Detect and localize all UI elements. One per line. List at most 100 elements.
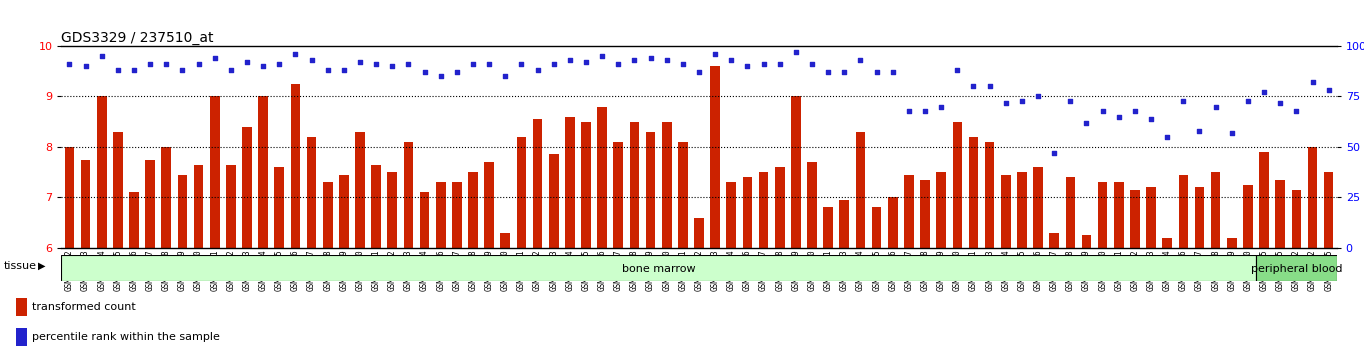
Bar [274, 167, 284, 248]
Bar [1098, 182, 1108, 248]
Bar [1049, 233, 1058, 248]
Point [269, 61, 291, 67]
Bar [1082, 235, 1091, 248]
Bar [1146, 187, 1155, 248]
Bar [226, 165, 236, 248]
Bar [936, 172, 947, 248]
Bar [581, 122, 591, 248]
Bar [517, 137, 527, 248]
Point [930, 104, 952, 109]
Bar [404, 142, 413, 248]
Bar [1033, 167, 1043, 248]
Bar [839, 200, 850, 248]
Bar [872, 207, 881, 248]
Point [1124, 108, 1146, 113]
Point [155, 61, 177, 67]
Bar [645, 132, 656, 248]
Point [1270, 100, 1292, 105]
Point [898, 108, 919, 113]
Point [994, 100, 1016, 105]
Point [543, 61, 565, 67]
Point [1076, 120, 1098, 126]
Point [656, 57, 678, 63]
Point [1221, 130, 1243, 136]
Point [1237, 98, 1259, 103]
Bar [307, 137, 316, 248]
Bar [727, 182, 737, 248]
Bar [451, 182, 462, 248]
Point [1060, 98, 1082, 103]
Bar [807, 162, 817, 248]
Bar [855, 132, 865, 248]
Bar [243, 127, 252, 248]
Point [640, 55, 662, 61]
Text: bone marrow: bone marrow [622, 264, 696, 274]
Bar [146, 160, 155, 248]
Bar [742, 177, 753, 248]
Bar [533, 119, 543, 248]
Bar [921, 180, 930, 248]
Point [316, 67, 338, 73]
Point [963, 84, 985, 89]
Bar [323, 182, 333, 248]
Bar [1114, 182, 1124, 248]
Point [75, 63, 97, 69]
Point [1173, 98, 1195, 103]
Point [1285, 108, 1307, 113]
Point [1301, 80, 1323, 85]
Point [1204, 104, 1226, 109]
Bar [1178, 175, 1188, 248]
Point [1043, 150, 1065, 156]
Bar [1292, 190, 1301, 248]
Text: peripheral blood: peripheral blood [1251, 264, 1342, 274]
Point [1157, 134, 1178, 140]
Bar [291, 84, 300, 248]
Point [366, 61, 387, 67]
Bar [968, 137, 978, 248]
Text: transformed count: transformed count [31, 302, 135, 312]
Bar [775, 167, 784, 248]
Point [494, 74, 516, 79]
Bar [614, 142, 623, 248]
Bar [161, 147, 170, 248]
Point [172, 67, 194, 73]
Bar [210, 97, 220, 248]
Point [1318, 87, 1339, 93]
Bar [16, 327, 26, 346]
Bar [1256, 255, 1337, 281]
Point [139, 61, 161, 67]
Point [914, 108, 936, 113]
Bar [177, 175, 187, 248]
Point [59, 61, 80, 67]
Bar [436, 182, 446, 248]
Bar [1228, 238, 1237, 248]
Point [737, 63, 758, 69]
Bar [952, 122, 962, 248]
Bar [501, 233, 510, 248]
Point [833, 69, 855, 75]
Bar [1065, 177, 1075, 248]
Point [720, 57, 742, 63]
Point [91, 53, 113, 59]
Point [672, 61, 694, 67]
Point [979, 84, 1001, 89]
Point [947, 67, 968, 73]
Point [300, 57, 322, 63]
Point [850, 57, 872, 63]
Point [866, 69, 888, 75]
Point [591, 53, 612, 59]
Point [883, 69, 904, 75]
Bar [1131, 190, 1140, 248]
Bar [484, 162, 494, 248]
Bar [420, 192, 430, 248]
Point [413, 69, 435, 75]
Bar [1001, 175, 1011, 248]
Bar [1211, 172, 1221, 248]
Bar [791, 97, 801, 248]
Bar [80, 160, 90, 248]
Point [479, 61, 501, 67]
Point [1254, 90, 1275, 95]
Point [1188, 128, 1210, 133]
Point [462, 61, 484, 67]
Point [397, 61, 419, 67]
